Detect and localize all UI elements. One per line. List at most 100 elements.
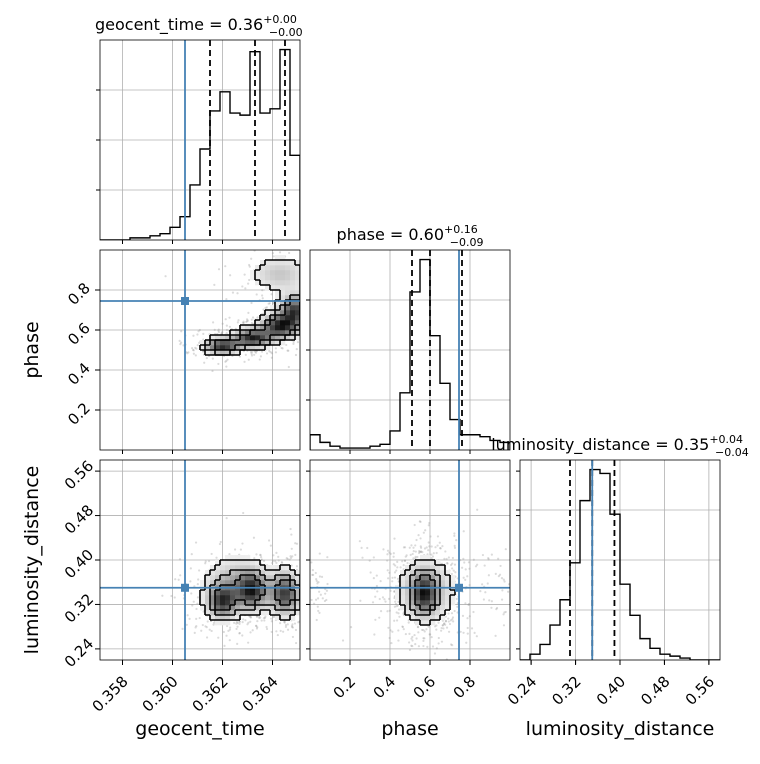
sample-point [420,550,423,553]
sample-point [455,539,458,542]
sample-point [397,608,401,611]
sample-point [196,344,199,347]
density-cell [290,615,296,621]
density-cell [265,600,271,606]
sample-point [417,534,420,537]
sample-point [459,630,462,633]
sample-point [286,628,290,631]
sample-point [414,550,417,553]
sample-point [265,306,269,309]
sample-point [490,606,493,609]
density-cell [435,565,441,571]
density-cell [240,580,246,586]
sample-point [211,321,215,324]
sample-point [290,547,293,550]
sample-point [313,281,315,283]
density-cell [275,590,281,596]
title-main: geocent_time = 0.36 [95,15,263,35]
sample-point [248,265,251,268]
sample-point [407,621,410,624]
density-cell [295,275,300,281]
sample-point [205,626,208,629]
sample-point [391,630,394,633]
sample-point [270,617,273,620]
sample-point [455,597,458,600]
sample-point [295,565,299,568]
sample-point [317,580,320,584]
sample-point [312,602,316,605]
density-cell [240,590,246,596]
sample-point [388,636,391,640]
density-cell [295,595,300,601]
density-cell [290,605,296,611]
sample-point [414,555,417,559]
sample-point [301,275,303,277]
y-tick-label-phase: 0.4 [64,359,94,389]
density-cell [435,595,441,601]
sample-point [426,645,429,648]
sample-point [378,616,381,619]
density-cell [260,270,266,276]
sample-point [249,631,252,634]
density-cell [210,610,216,616]
density-cell [290,320,296,326]
sample-point [413,523,416,527]
sample-point [419,520,422,523]
density-cell [245,595,251,601]
sample-point [302,264,304,266]
density-cell [260,600,266,606]
density-cell [210,335,216,341]
density-cell [450,580,456,586]
sample-point [321,304,323,306]
sample-point [435,647,438,650]
sample-point [393,590,396,593]
density-cell [260,610,266,616]
density-cell [415,580,421,586]
sample-point [392,552,395,555]
sample-point [308,327,310,329]
sample-point [286,349,289,352]
density-cell [265,580,271,586]
sample-point [317,609,320,613]
sample-point [303,311,305,313]
density-cell [270,330,276,336]
sample-point [305,577,307,579]
density-cell [205,350,211,356]
sample-point [386,553,389,556]
sample-point [223,644,226,648]
density-cell [225,350,231,356]
density-cell [440,570,446,576]
sample-point [318,269,320,271]
sample-point [430,545,433,548]
sample-point [241,542,244,545]
density-cell [280,270,286,276]
sample-point [442,622,446,626]
sample-point [300,277,302,279]
density-cell [205,590,211,596]
density-cell [435,615,441,621]
sample-point [418,520,421,523]
density-cell [445,600,451,606]
sample-point [463,561,466,564]
density-cell [295,315,300,321]
density-cell [265,570,271,576]
density-cell [225,345,231,351]
density-cell [260,565,266,571]
sample-point [404,632,407,636]
x-axis-label-luminosity_distance: luminosity_distance [526,718,715,740]
sample-point [500,598,504,601]
sample-point [447,556,450,559]
sample-point [447,612,450,615]
density-cell [295,305,300,311]
density-cell [200,345,206,351]
contour-level [209,569,300,616]
density-cell [275,340,281,346]
density-cell [430,600,436,606]
sample-point [251,316,255,319]
density-cell [290,325,296,331]
sample-point [195,625,198,628]
sample-point [272,615,275,619]
density-cell [240,595,246,601]
sample-point [265,627,269,631]
density-cell [215,620,221,626]
